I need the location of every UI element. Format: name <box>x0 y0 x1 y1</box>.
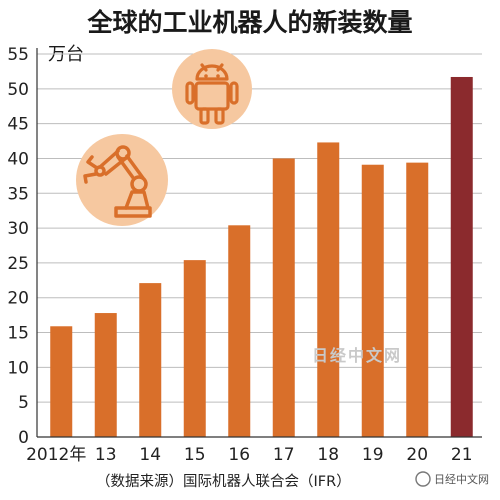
y-tick-label: 0 <box>18 428 29 448</box>
x-axis-ticks: 2012年 13 14 15 16 17 18 19 20 21 <box>26 445 472 465</box>
badge-text: 日经中文网 <box>434 472 489 486</box>
bar <box>94 313 117 437</box>
x-tick-label: 18 <box>317 445 339 465</box>
x-tick-label: 17 <box>273 445 295 465</box>
robot-icon <box>172 49 252 129</box>
watermark-badge: 日经中文网 <box>415 471 489 487</box>
bar <box>183 260 206 437</box>
x-tick-label: 15 <box>184 445 206 465</box>
y-tick-label: 55 <box>7 45 29 65</box>
y-tick-label: 15 <box>7 324 29 344</box>
x-axis <box>36 48 482 438</box>
y-tick-label: 40 <box>7 149 29 169</box>
source-note: （数据来源）国际机器人联合会（IFR） <box>96 473 351 490</box>
y-tick-label: 5 <box>18 393 29 413</box>
x-tick-label: 2012年 <box>26 445 86 465</box>
x-tick-label: 21 <box>451 445 473 465</box>
bar <box>450 76 473 437</box>
bar <box>139 283 162 437</box>
watermark: 日经中文网 <box>312 346 402 365</box>
y-tick-label: 30 <box>7 219 29 239</box>
y-tick-label: 35 <box>7 184 29 204</box>
x-tick-label: 16 <box>228 445 250 465</box>
y-tick-label: 10 <box>7 358 29 378</box>
y-tick-label: 25 <box>7 254 29 274</box>
bar <box>406 162 429 437</box>
bar <box>317 142 340 438</box>
x-tick-label: 13 <box>95 445 117 465</box>
badge-icon <box>415 471 431 487</box>
y-tick-label: 20 <box>7 289 29 309</box>
bar <box>50 326 73 437</box>
y-tick-label: 50 <box>7 80 29 100</box>
bar <box>361 164 384 438</box>
robot-arm-icon <box>76 134 168 226</box>
bar <box>228 225 251 437</box>
chart-title: 全球的工业机器人的新装数量 <box>86 8 412 37</box>
bar <box>272 158 295 438</box>
y-tick-label: 45 <box>7 115 29 135</box>
x-tick-label: 20 <box>406 445 428 465</box>
bars <box>50 76 473 438</box>
y-axis-ticks: 0 5 10 15 20 25 30 35 40 45 50 55 <box>7 45 29 448</box>
x-tick-label: 14 <box>139 445 161 465</box>
x-tick-label: 19 <box>362 445 384 465</box>
